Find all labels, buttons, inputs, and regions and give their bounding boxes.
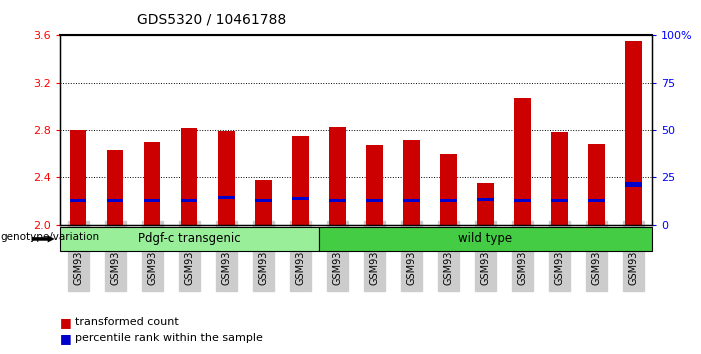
Text: percentile rank within the sample: percentile rank within the sample [75,333,263,343]
Bar [588,199,605,202]
Bar [477,198,494,201]
Bar [255,180,271,225]
Bar [366,145,383,225]
Text: transformed count: transformed count [75,317,179,327]
Bar [588,144,605,225]
Bar [625,182,641,187]
Text: Pdgf-c transgenic: Pdgf-c transgenic [138,233,240,245]
Bar [403,139,420,225]
Bar [366,199,383,202]
Bar [107,199,123,202]
Bar [403,199,420,202]
Bar [625,41,641,225]
Bar [440,199,456,202]
Text: ■: ■ [60,316,72,329]
Bar [218,131,235,225]
Bar [329,199,346,202]
Bar [107,150,123,225]
Bar [70,199,86,202]
Text: GDS5320 / 10461788: GDS5320 / 10461788 [137,12,286,27]
Bar [514,98,531,225]
Bar [181,128,198,225]
Text: ■: ■ [60,332,72,344]
Bar [477,183,494,225]
Bar [218,196,235,199]
Bar [551,132,568,225]
Text: wild type: wild type [458,233,512,245]
Bar [551,199,568,202]
Bar [292,136,308,225]
Bar [292,197,308,200]
Bar [255,199,271,202]
Bar [440,154,456,225]
Text: genotype/variation: genotype/variation [1,232,100,242]
Bar [181,199,198,202]
Bar [514,199,531,202]
Bar [144,199,161,202]
Bar [329,126,346,225]
Bar [70,130,86,225]
Bar [144,142,161,225]
